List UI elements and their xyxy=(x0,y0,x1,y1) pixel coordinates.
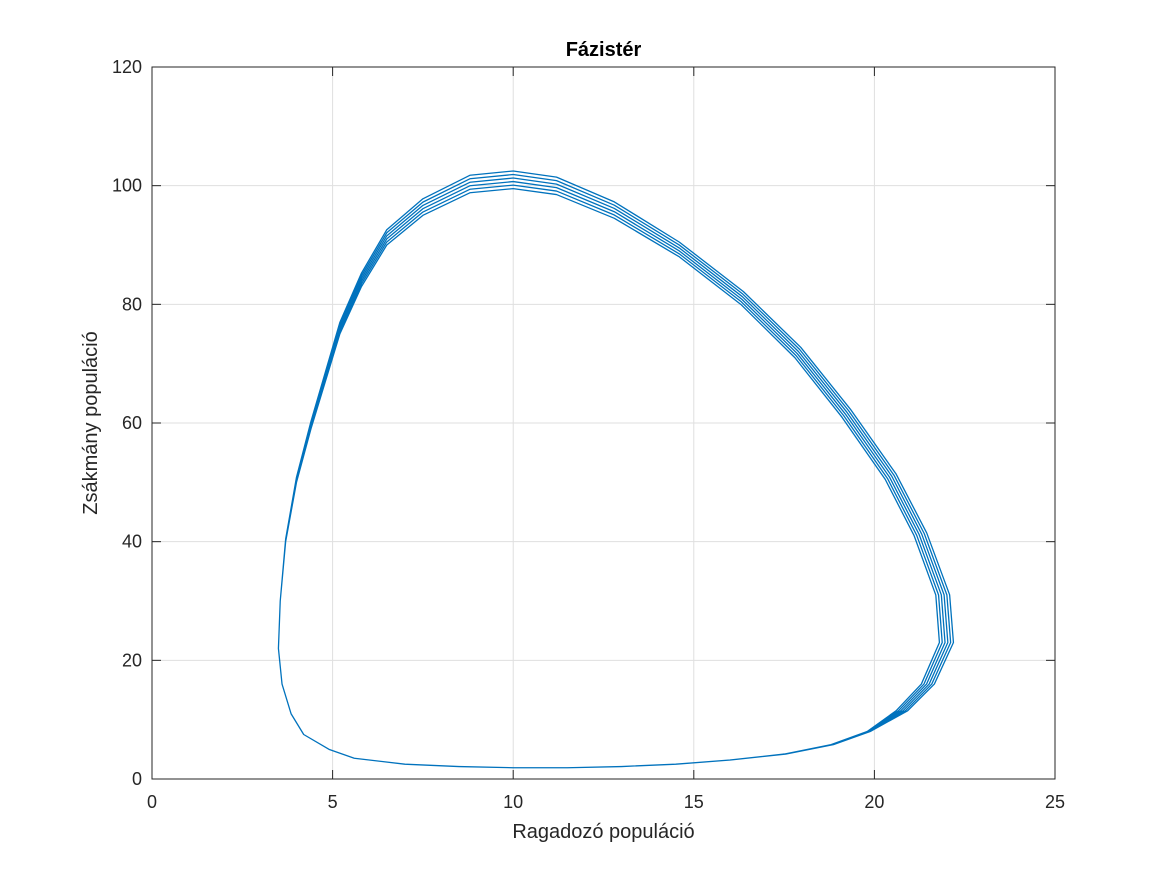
data-series xyxy=(277,170,955,769)
plot-area: 0 5 10 15 20 25 0 20 40 60 80 100 120 xyxy=(112,57,1065,812)
phase-trajectory-line xyxy=(277,170,955,769)
tick-labels: 0 5 10 15 20 25 0 20 40 60 80 100 120 xyxy=(112,57,1065,812)
grid-lines xyxy=(152,67,1055,779)
y-tick-label: 20 xyxy=(122,650,142,670)
x-tick-label: 25 xyxy=(1045,792,1065,812)
tick-marks xyxy=(151,66,1056,780)
y-tick-label: 120 xyxy=(112,57,142,77)
x-tick-label: 10 xyxy=(503,792,523,812)
x-tick-label: 5 xyxy=(328,792,338,812)
y-tick-label: 80 xyxy=(122,294,142,314)
y-tick-label: 0 xyxy=(132,769,142,789)
y-tick-label: 100 xyxy=(112,176,142,196)
x-tick-label: 15 xyxy=(684,792,704,812)
y-tick-label: 60 xyxy=(122,413,142,433)
x-tick-label: 0 xyxy=(147,792,157,812)
x-axis-label: Ragadozó populáció xyxy=(512,821,694,843)
chart-title: Fázistér xyxy=(566,39,642,61)
y-axis-label: Zsákmány populáció xyxy=(80,331,102,514)
y-tick-label: 40 xyxy=(122,532,142,552)
x-tick-label: 20 xyxy=(864,792,884,812)
